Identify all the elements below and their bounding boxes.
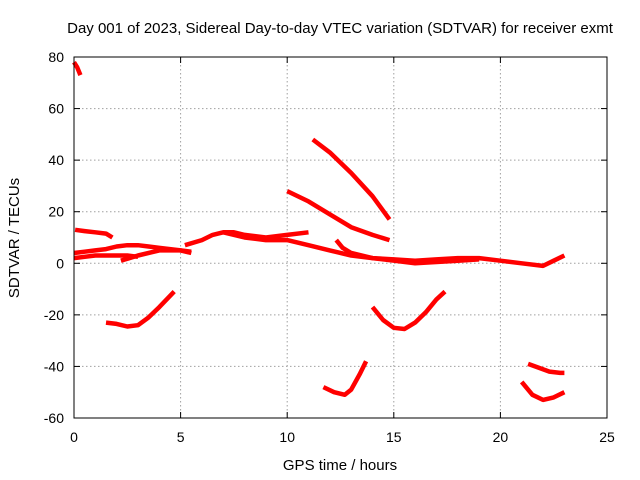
y-tick-label: 60 bbox=[48, 101, 64, 117]
series-arc-13 bbox=[370, 289, 447, 332]
series-arc-14 bbox=[527, 361, 565, 376]
series-arc-1 bbox=[72, 61, 83, 76]
y-axis-label: SDTVAR / TECUs bbox=[6, 178, 23, 298]
series-arc-2 bbox=[74, 227, 114, 240]
series-arc-6 bbox=[184, 230, 309, 248]
plot-frame bbox=[73, 56, 608, 419]
x-tick-label: 0 bbox=[70, 429, 78, 445]
series-arc-5 bbox=[120, 248, 192, 263]
series-arc-15 bbox=[519, 380, 566, 403]
series-arc-11 bbox=[105, 290, 176, 329]
series-arc-4 bbox=[73, 253, 139, 261]
x-axis-label: GPS time / hours bbox=[283, 457, 397, 474]
y-tick-label: 0 bbox=[56, 255, 64, 271]
x-tick-label: 15 bbox=[386, 429, 402, 445]
series-layer bbox=[72, 61, 566, 403]
series-arc-9 bbox=[286, 189, 391, 243]
series-arc-10 bbox=[311, 137, 392, 221]
series-arc-12 bbox=[322, 360, 369, 398]
x-tick-label: 5 bbox=[177, 429, 185, 445]
x-tick-label: 20 bbox=[493, 429, 509, 445]
x-tick-label: 10 bbox=[279, 429, 295, 445]
y-tick-label: 20 bbox=[48, 204, 64, 220]
axis-ticks: 0 5 10 15 20 25 -60 -40 -20 0 20 40 60 80 bbox=[44, 49, 615, 445]
y-tick-label: 40 bbox=[48, 152, 64, 168]
y-tick-label: -60 bbox=[44, 410, 64, 426]
series-arc-8 bbox=[334, 238, 480, 266]
x-tick-label: 25 bbox=[599, 429, 615, 445]
y-tick-label: 80 bbox=[48, 49, 64, 65]
y-tick-label: -20 bbox=[44, 307, 64, 323]
chart-title: Day 001 of 2023, Sidereal Day-to-day VTE… bbox=[67, 20, 614, 37]
y-tick-label: -40 bbox=[44, 358, 64, 374]
grid bbox=[74, 57, 607, 418]
